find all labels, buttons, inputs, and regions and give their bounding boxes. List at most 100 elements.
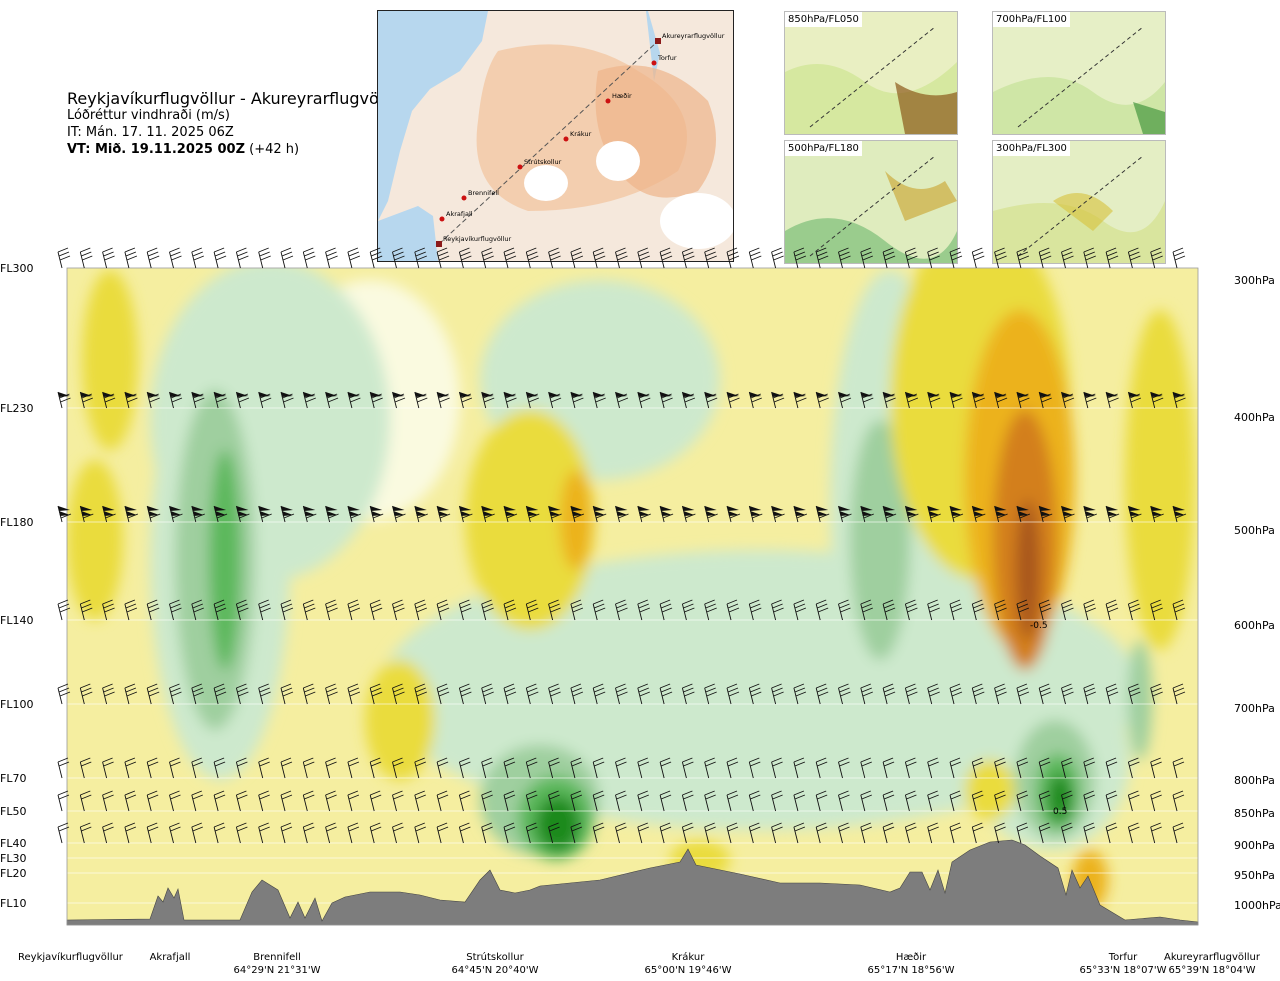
wind-barb: [637, 822, 649, 844]
wind-barb: [146, 247, 160, 269]
wind-barb: [525, 391, 539, 409]
wind-barb: [302, 391, 316, 409]
wind-barb: [525, 757, 538, 779]
hpa-label: 900hPa: [1234, 839, 1275, 852]
wind-barb: [860, 247, 873, 269]
wind-barb: [102, 822, 114, 844]
wind-barb: [1172, 391, 1186, 409]
wind-barb: [1150, 790, 1162, 812]
wind-barb: [726, 505, 741, 523]
wind-barb: [838, 391, 852, 409]
wind-barb: [748, 757, 761, 779]
wind-barb: [369, 247, 383, 269]
thumb-label: 850hPa/FL050: [785, 12, 862, 27]
wind-barb: [481, 757, 493, 779]
thumb-500hpa[interactable]: 500hPa/FL180: [784, 140, 958, 264]
wind-barb: [949, 391, 963, 409]
wind-barb: [392, 247, 405, 269]
map-point-marker: [436, 241, 442, 247]
wind-barb: [1105, 599, 1119, 621]
wind-barb: [1038, 822, 1051, 844]
location-name: Akureyrarflugvöllur: [1163, 952, 1260, 963]
thumb-700hpa[interactable]: 700hPa/FL100: [992, 11, 1166, 135]
hpa-label: 300hPa: [1234, 274, 1275, 287]
valid-time: VT: Mið. 19.11.2025 00Z (+42 h): [67, 141, 404, 158]
wind-barb: [79, 247, 93, 269]
wind-barb: [860, 790, 872, 812]
wind-barb: [793, 247, 807, 269]
map-glacier-1: [524, 165, 568, 201]
wind-barb: [1150, 683, 1163, 705]
wind-barb: [79, 391, 93, 409]
wind-barb: [191, 822, 203, 844]
fl-label: FL30: [0, 852, 27, 865]
wind-barb: [280, 505, 295, 523]
fl-label: FL50: [0, 805, 27, 818]
wind-barb: [793, 822, 806, 844]
wind-barb: [1061, 391, 1075, 409]
wind-barb: [258, 757, 270, 779]
wind-barb: [102, 790, 114, 812]
wind-barb: [1172, 683, 1186, 705]
wind-barb: [904, 247, 918, 269]
wind-barb: [704, 391, 718, 409]
wind-barb: [592, 391, 606, 409]
location-coords: 64°29'N 21°31'W: [233, 965, 321, 976]
wind-barb: [458, 505, 473, 523]
wind-barb: [1061, 505, 1075, 523]
terrain-profile: [66, 839, 1199, 926]
wind-barb: [436, 505, 451, 523]
wind-barb: [191, 391, 205, 409]
wind-barb: [994, 790, 1006, 812]
wind-barb: [347, 505, 362, 523]
wind-barb: [971, 505, 986, 523]
wind-barb: [169, 822, 181, 844]
wind-barb: [1038, 683, 1052, 705]
wind-barb: [592, 683, 606, 705]
wind-barb: [414, 790, 426, 812]
location-name: Torfur: [1108, 952, 1138, 963]
wind-barb: [57, 247, 71, 269]
wind-barb: [1016, 683, 1030, 705]
wind-barb: [102, 599, 115, 621]
wind-barb: [302, 757, 315, 779]
wind-barb: [146, 757, 159, 779]
wind-barb: [57, 790, 70, 812]
wind-barb: [726, 247, 740, 269]
wind-barb: [771, 822, 783, 844]
wind-barb: [525, 683, 539, 705]
wind-barb: [1038, 790, 1051, 812]
wind-barb: [748, 247, 762, 269]
wind-barb: [704, 505, 718, 523]
wind-barb: [325, 391, 339, 409]
wind-barb: [258, 683, 271, 705]
thumb-500hpa-field: [785, 141, 957, 263]
wind-barb: [503, 247, 517, 269]
wind-barb: [793, 599, 807, 621]
wind-barb: [503, 599, 517, 621]
wind-barb: [369, 757, 382, 779]
wind-barb: [102, 505, 116, 523]
location-name: Strútskollur: [466, 952, 524, 963]
wind-barb: [748, 505, 763, 523]
wind-barb: [458, 599, 472, 621]
wind-barb: [503, 505, 518, 523]
wind-barb: [302, 790, 315, 812]
wind-barb: [235, 247, 249, 269]
wind-barb: [458, 683, 472, 705]
thumb-300hpa[interactable]: 300hPa/FL300: [992, 140, 1166, 264]
wind-barb: [146, 683, 160, 705]
wind-barb: [124, 822, 137, 844]
thumb-850hpa[interactable]: 850hPa/FL050: [784, 11, 958, 135]
wind-barb: [971, 790, 984, 812]
wind-barb: [1083, 822, 1095, 844]
wind-barb: [57, 505, 72, 523]
wind-barb: [860, 505, 874, 523]
wind-barb: [347, 683, 361, 705]
wind-barb: [659, 822, 672, 844]
thumb-label: 300hPa/FL300: [993, 141, 1070, 156]
wind-barb: [347, 247, 361, 269]
wind-barb: [927, 790, 939, 812]
location-label: Akureyrarflugvöllur 65°39'N 18°04'W: [1162, 951, 1262, 977]
wind-barb: [525, 599, 539, 621]
